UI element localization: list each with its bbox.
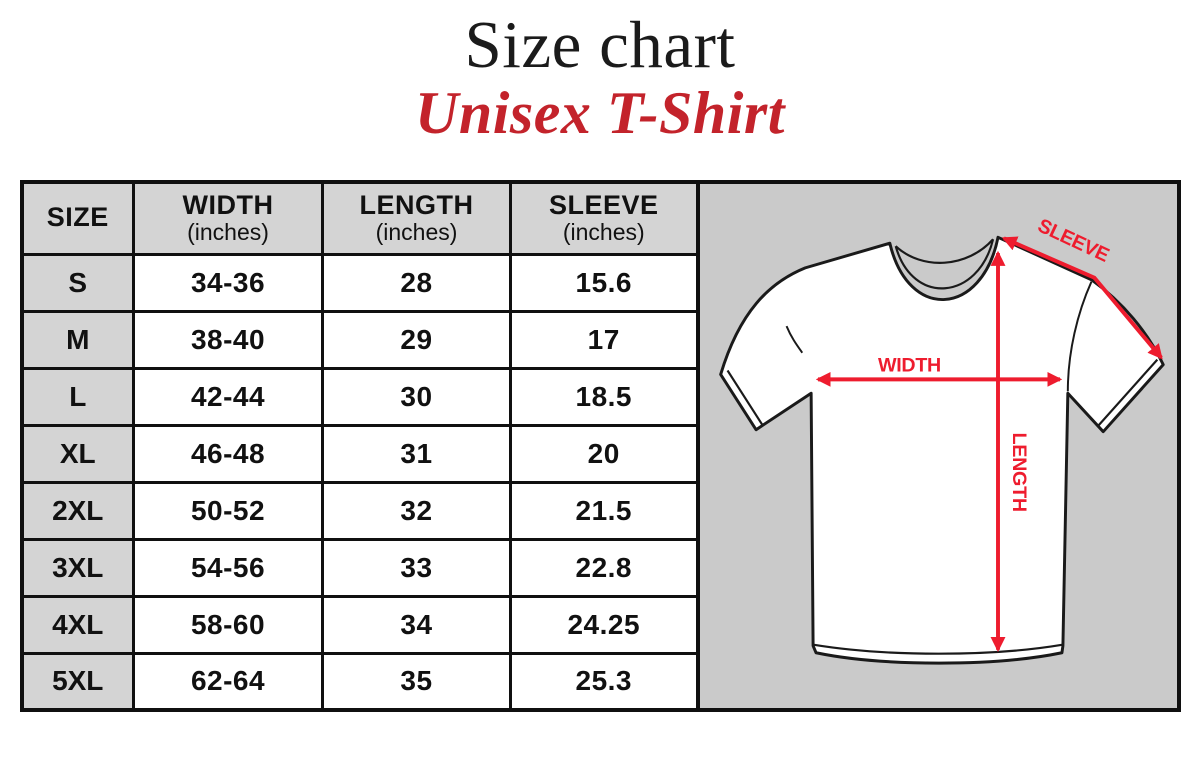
sleeve-cell: 25.3 [509,651,699,712]
length-arrow-label: LENGTH [1007,432,1029,511]
table-row: 5XL 62-64 35 25.3 [20,651,699,712]
length-cell: 32 [321,480,512,541]
table-row: S 34-36 28 15.6 [20,252,699,313]
collar-band-line [894,239,994,290]
width-cell: 50-52 [132,480,324,541]
length-cell: 28 [321,252,512,313]
collar-back-line [894,238,994,264]
table-row: M 38-40 29 17 [20,309,699,370]
size-cell: XL [20,423,135,484]
sleeve-cell: 21.5 [509,480,699,541]
table-row: 4XL 58-60 34 24.25 [20,594,699,655]
tshirt-outline [718,235,1165,665]
size-table-body: S 34-36 28 15.6 M 38-40 29 17 L 42-44 30 18.5 XL 46-4… [20,252,699,712]
sleeve-cell: 22.8 [509,537,699,598]
bottom-hem-line [813,643,1062,655]
sleeve-cell: 24.25 [509,594,699,655]
length-cell: 30 [321,366,512,427]
right-cuff-hem-line [1096,358,1158,428]
length-cell: 35 [321,651,512,712]
table-row: XL 46-48 31 20 [20,423,699,484]
size-cell: L [20,366,135,427]
size-cell: M [20,309,135,370]
sleeve-cell: 20 [509,423,699,484]
width-cell: 62-64 [132,651,324,712]
length-cell: 33 [321,537,512,598]
sleeve-cell: 17 [509,309,699,370]
page-title: Size chart [464,8,736,82]
size-cell: 5XL [20,651,135,712]
width-cell: 54-56 [132,537,324,598]
width-cell: 34-36 [132,252,324,313]
size-chart-content: SIZE WIDTH (inches) LENGTH (inches) SLEEVE (in… [19,180,1181,712]
sleeve-arrow [1001,236,1163,360]
size-table: SIZE WIDTH (inches) LENGTH (inches) SLEEVE (in… [19,180,700,712]
width-cell: 42-44 [132,366,324,427]
size-cell: 3XL [20,537,135,598]
width-cell: 58-60 [132,594,324,655]
column-header-size: SIZE [20,180,135,256]
width-cell: 46-48 [132,423,324,484]
table-row: 2XL 50-52 32 21.5 [20,480,699,541]
left-cuff-hem-line [726,369,764,427]
size-cell: S [20,252,135,313]
sleeve-cell: 15.6 [509,252,699,313]
sleeve-cell: 18.5 [509,366,699,427]
page-subtitle: Unisex T-Shirt [415,80,785,146]
tshirt-diagram-svg: WIDTH LENGTH SLEEVE [718,215,1165,665]
length-cell: 29 [321,309,512,370]
width-cell: 38-40 [132,309,324,370]
size-cell: 4XL [20,594,135,655]
length-cell: 34 [321,594,512,655]
column-header-length: LENGTH (inches) [321,180,512,256]
size-cell: 2XL [20,480,135,541]
column-header-width: WIDTH (inches) [132,180,324,256]
left-armhole-seam [785,325,803,354]
title-block: Size chart Unisex T-Shirt [0,8,1200,146]
table-row: L 42-44 30 18.5 [20,366,699,427]
length-cell: 31 [321,423,512,484]
table-row: 3XL 54-56 33 22.8 [20,537,699,598]
width-arrow-label: WIDTH [878,354,941,376]
table-header-row: SIZE WIDTH (inches) LENGTH (inches) SLEEVE (in… [20,180,699,256]
tshirt-measurement-diagram: WIDTH LENGTH SLEEVE [699,180,1181,712]
column-header-sleeve: SLEEVE (inches) [509,180,699,256]
